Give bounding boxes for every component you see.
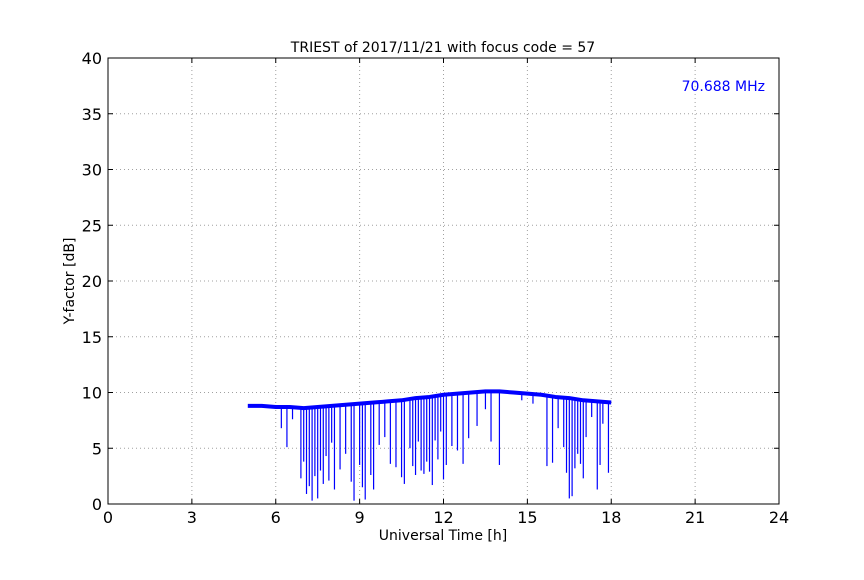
x-axis-label: Universal Time [h] [379,528,507,544]
y-tick-label: 20 [82,272,102,291]
y-tick-label: 25 [82,216,102,235]
x-tick-label: 6 [271,508,281,527]
x-tick-label: 0 [103,508,113,527]
y-tick-label: 0 [92,495,102,514]
y-tick-label: 15 [82,328,102,347]
x-tick-label: 12 [433,508,453,527]
x-tick-label: 15 [517,508,537,527]
frequency-annotation: 70.688 MHz [682,79,765,95]
series-line [247,389,612,501]
y-axis-label: Y-factor [dB] [62,238,78,326]
y-tick-label: 35 [82,105,102,124]
x-tick-label: 18 [601,508,621,527]
y-tick-label: 40 [82,49,102,68]
x-tick-label: 3 [187,508,197,527]
y-tick-label: 30 [82,161,102,180]
x-tick-label: 21 [685,508,705,527]
chart-title: TRIEST of 2017/11/21 with focus code = 5… [290,40,595,56]
ticks: 0 3 6 9 12 15 18 21 24 0 5 10 15 20 25 30 35 40 [82,49,790,527]
x-tick-label: 9 [355,508,365,527]
y-tick-label: 10 [82,384,102,403]
x-tick-label: 24 [769,508,789,527]
y-tick-label: 5 [92,439,102,458]
